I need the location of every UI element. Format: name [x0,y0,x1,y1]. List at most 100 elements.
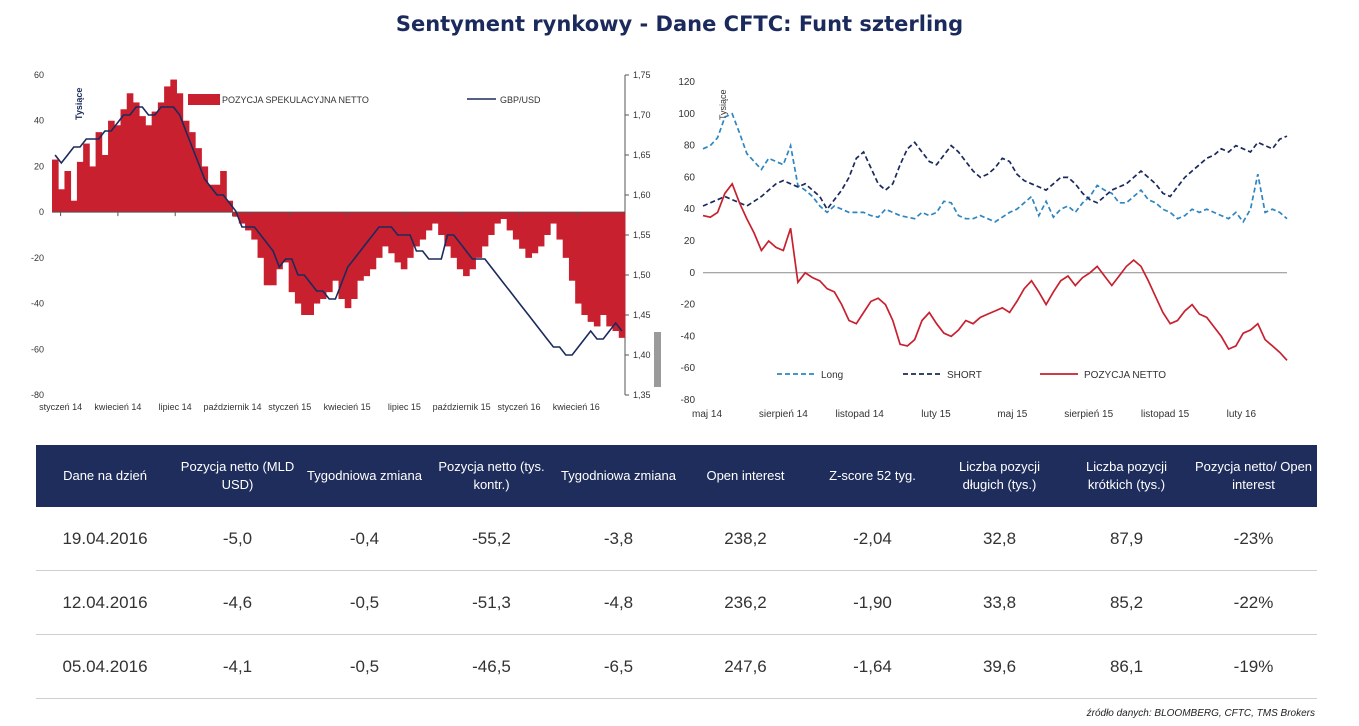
net-position-bar [438,212,445,235]
cell-net-usd: -4,1 [174,634,301,699]
net-position-bar [413,212,420,247]
header-weekly-change-contracts: Tygodniowa zmiana [555,445,682,507]
y-tick-label: 0 [39,207,44,217]
x-tick-label: kwiecień 15 [324,402,371,412]
header-net-open-interest: Pozycja netto/ Open interest [1190,445,1317,507]
y2-tick-label: 1,75 [633,70,651,80]
x-tick-label: sierpień 14 [759,409,808,420]
net-position-bar [400,212,408,270]
net-position-bar [375,212,383,258]
net-position-bar [394,212,402,263]
y2-tick-label: 1,40 [633,350,651,360]
y2-tick-label: 1,45 [633,310,651,320]
legend-label-short: SHORT [947,370,982,381]
y-tick-label: 0 [689,268,695,279]
net-position-bar [126,93,134,213]
cell-short-positions: 86,1 [1063,634,1190,699]
cell-date: 19.04.2016 [36,507,174,571]
header-short-positions: Liczba pozycji krótkich (tys.) [1063,445,1190,507]
cell-long-positions: 32,8 [936,507,1063,571]
net-position-bar [164,86,171,213]
cell-zscore: -1,90 [809,570,936,635]
y2-tick-label: 1,65 [633,150,651,160]
net-position-bar [363,212,371,277]
net-position-bar [145,125,153,213]
y2-tick-label: 1,70 [633,110,651,120]
header-net-contracts: Pozycja netto (tys. kontr.) [428,445,555,507]
y-tick-label: 20 [684,236,696,247]
net-position-bar [600,212,607,315]
net-position-bar [83,143,90,213]
cell-weekly-change-usd: -0,5 [301,570,428,635]
cell-date: 12.04.2016 [36,570,174,635]
net-position-bar [101,155,109,213]
header-weekly-change-usd: Tygodniowa zmiana [301,445,428,507]
cell-weekly-change-usd: -0,5 [301,634,428,699]
net-position-bar [469,212,476,270]
long-short-chart: 120 100 80 60 40 20 0 -20 -40 -60 -80 maj 14 sierpie… [678,77,1288,420]
scroll-marker [654,332,661,387]
net-position-bar [313,212,321,304]
net-position-bar [151,111,159,213]
net-position-bar [132,102,140,213]
net-position-bar [575,212,582,304]
net-position-bar [338,212,346,299]
net-position-bar [213,184,221,213]
header-open-interest: Open interest [682,445,809,507]
cell-short-positions: 85,2 [1063,570,1190,635]
x-tick-label: styczeń 15 [268,402,311,412]
cell-long-positions: 39,6 [936,634,1063,699]
net-position-bar [319,212,327,299]
source-note: źródło danych: BLOOMBERG, CFTC, TMS Brok… [1086,708,1315,719]
net-position-bar [556,212,564,240]
y-tick-label: -20 [681,300,696,311]
series-line-long [702,112,1288,224]
y2-tick-label: 1,55 [633,230,651,240]
net-position-bar [201,166,209,213]
net-position-bar [456,212,464,270]
cell-zscore: -1,64 [809,634,936,699]
x-tick-label: luty 15 [921,409,951,420]
net-position-bar [369,212,377,270]
net-position-bar [550,212,557,224]
net-position-bar [506,212,514,231]
header-date: Dane na dzień [36,445,174,507]
cell-weekly-change-usd: -0,4 [301,507,428,571]
net-position-bar [207,184,215,213]
gbpusd-line [54,106,623,356]
net-position-bar [357,212,364,281]
net-position-bar [64,171,72,213]
x-tick-label: styczeń 16 [497,402,540,412]
net-position-bar [251,212,258,240]
net-position-bar [487,212,495,235]
net-position-bar [95,132,103,213]
y-axis-label: Tysiące [718,89,728,120]
net-position-bar [606,212,613,327]
cell-weekly-change-contracts: -6,5 [555,634,682,699]
header-long-positions: Liczba pozycji długich (tys.) [936,445,1063,507]
net-position-bar [157,102,165,213]
net-position-bar [382,212,389,247]
net-position-bar [232,212,240,217]
net-position-bar [525,212,532,258]
y-tick-label: -60 [681,363,696,374]
table-row: 12.04.2016 -4,6 -0,5 -51,3 -4,8 236,2 -1… [36,570,1317,635]
x-tick-label: lipiec 15 [388,402,421,412]
y-tick-label: 60 [684,172,696,183]
y-tick-label: 100 [678,109,695,120]
x-tick-label: kwiecień 14 [94,402,141,412]
net-position-bar [189,132,196,213]
y-tick-label: 40 [34,116,44,126]
net-position-bar [70,200,78,213]
net-position-bar [76,161,84,213]
y-axis-label: Tysiące [74,88,84,120]
net-position-bar [463,212,470,277]
cell-net-usd: -4,6 [174,570,301,635]
net-position-bar [587,212,595,322]
net-position-bar [494,212,501,224]
net-position-bar [568,212,576,281]
net-position-bar [176,93,184,213]
net-position-bar [89,166,96,213]
net-position-bar [139,116,146,213]
net-position-bar [52,159,59,213]
